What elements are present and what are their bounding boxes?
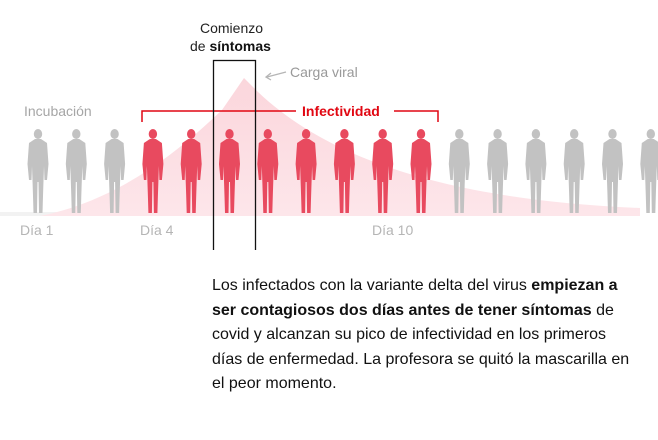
day-4-label: Día 4: [140, 222, 174, 238]
caption-bold: empiezan a ser contagiosos dos días ante…: [212, 277, 618, 319]
caption-text: Los infectados con la variante delta del…: [212, 274, 632, 397]
person-figure-red: [333, 129, 355, 213]
person-figure-red: [295, 129, 317, 213]
person-figures: [27, 129, 658, 213]
person-figure-gray: [640, 129, 658, 213]
person-figure-gray: [448, 129, 470, 213]
person-figure-gray: [104, 129, 126, 213]
symptom-onset-box: [212, 59, 257, 250]
incubation-label: Incubación: [24, 103, 92, 119]
symptom-onset-label-line2: de síntomas: [190, 38, 271, 54]
person-figure-gray: [27, 129, 49, 213]
person-figure-red: [219, 129, 240, 213]
day-10-label: Día 10: [372, 222, 414, 238]
person-figure-gray: [602, 129, 623, 213]
day-1-label: Día 1: [20, 222, 54, 238]
symptom-onset-prefix: de: [190, 38, 210, 54]
viral-load-label: Carga viral: [290, 64, 358, 80]
symptom-onset-label-line1: Comienzo: [200, 20, 264, 36]
infectivity-timeline-diagram: [0, 59, 658, 250]
person-figure-red: [142, 129, 164, 213]
caption-part2: de covid y alcanzan su pico de infectivi…: [212, 301, 630, 393]
person-figure-red: [372, 129, 394, 213]
infectivity-label: Infectividad: [302, 103, 380, 119]
person-figure-gray: [563, 129, 585, 213]
viral-load-arrow: [264, 71, 287, 81]
symptom-onset-bold: síntomas: [209, 38, 271, 54]
person-figure-red: [410, 129, 432, 213]
infectivity-bracket: [141, 110, 439, 122]
person-figure-gray: [525, 129, 547, 213]
person-figure-gray: [65, 129, 87, 213]
person-figure-red: [180, 129, 202, 213]
person-figure-gray: [487, 129, 509, 213]
person-figure-red: [257, 129, 279, 213]
caption-part1: Los infectados con la variante delta del…: [212, 277, 532, 294]
